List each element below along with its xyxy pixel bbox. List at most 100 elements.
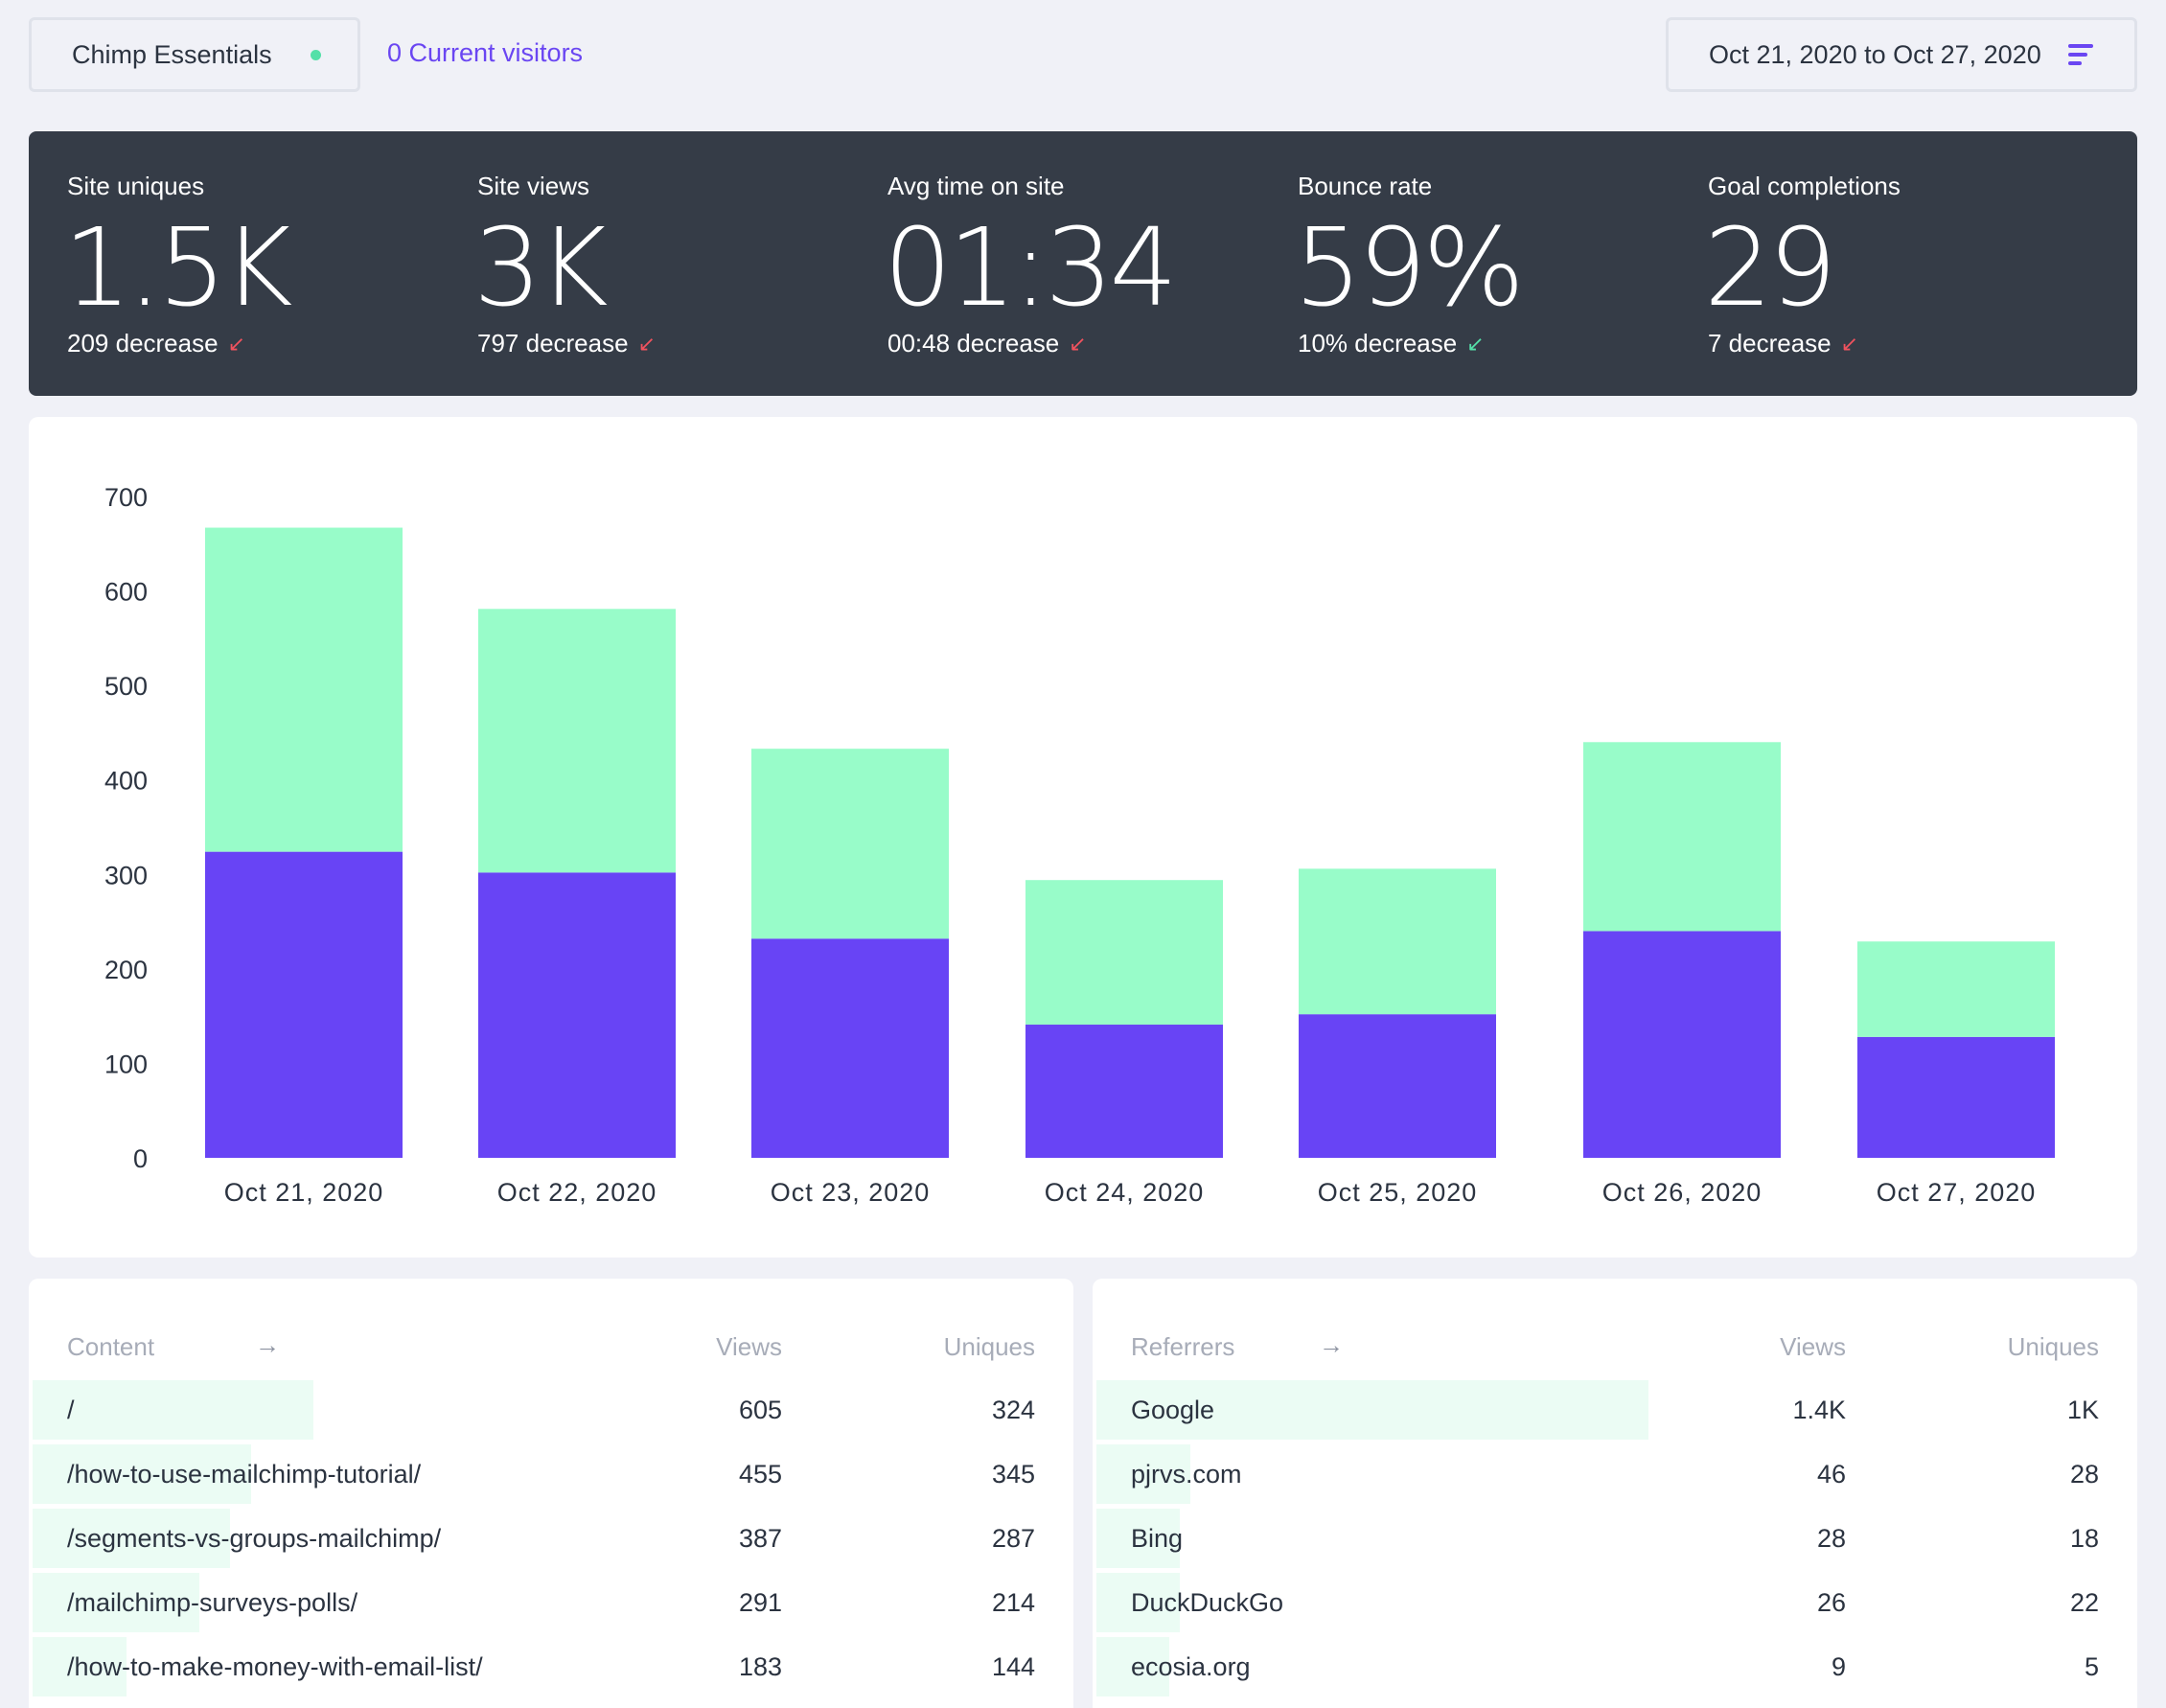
current-visitors-link[interactable]: 0 Current visitors bbox=[387, 38, 584, 67]
row-views: 46 bbox=[1816, 1460, 1846, 1489]
row-uniques: 324 bbox=[991, 1396, 1035, 1424]
bar-segment-bottom[interactable] bbox=[1857, 1036, 2055, 1158]
arrow-down-left-icon: ↙ bbox=[1069, 331, 1087, 356]
table-row[interactable]: /how-to-use-mailchimp-tutorial/455 345 bbox=[29, 1444, 1073, 1504]
site-name: Chimp Essentials bbox=[72, 39, 272, 69]
row-uniques: 144 bbox=[991, 1652, 1035, 1681]
y-tick-label: 200 bbox=[104, 956, 148, 984]
live-status-dot bbox=[310, 49, 321, 60]
row-share-bar bbox=[33, 1509, 230, 1568]
bar-segment-bottom[interactable] bbox=[751, 938, 949, 1158]
x-tick-label: Oct 26, 2020 bbox=[1602, 1178, 1763, 1207]
referrers-table: Referrers → Views Uniques Google 1.4K 1K pj… bbox=[1093, 1279, 2137, 1708]
table-row[interactable]: DuckDuckGo 26 22 bbox=[1093, 1573, 2137, 1632]
bar-segment-bottom[interactable] bbox=[1583, 931, 1781, 1158]
x-tick-label: Oct 22, 2020 bbox=[497, 1178, 657, 1207]
arrow-right-icon[interactable]: → bbox=[1319, 1330, 1344, 1359]
table-row[interactable]: /segments-vs-groups-mailchimp/387 287 bbox=[29, 1509, 1073, 1568]
bar-segment-top[interactable] bbox=[1857, 941, 2055, 1037]
stat-delta: 10% decrease ↙ bbox=[1298, 329, 1485, 358]
row-name: / bbox=[67, 1396, 75, 1424]
arrow-down-left-icon: ↙ bbox=[227, 331, 245, 356]
row-share-bar bbox=[1096, 1509, 1180, 1568]
row-name: /how-to-make-money-with-email-list/ bbox=[67, 1652, 483, 1681]
stat-delta-text: 209 decrease bbox=[67, 329, 219, 358]
bar-segment-top[interactable] bbox=[205, 527, 403, 852]
row-name: ecosia.org bbox=[1131, 1652, 1251, 1681]
bar-segment-top[interactable] bbox=[478, 609, 676, 873]
stat-label: Site uniques bbox=[67, 172, 205, 200]
row-share-bar bbox=[33, 1573, 199, 1632]
table-row[interactable]: Bing 28 18 bbox=[1093, 1509, 2137, 1568]
stat-delta-text: 00:48 decrease bbox=[887, 329, 1060, 358]
column-header-views: Views bbox=[1780, 1332, 1846, 1361]
stat-value: 1.5K bbox=[63, 206, 293, 331]
row-uniques: 287 bbox=[991, 1524, 1035, 1553]
bar-segment-bottom[interactable] bbox=[478, 872, 676, 1158]
row-views: 183 bbox=[738, 1652, 782, 1681]
stat-delta: 797 decrease ↙ bbox=[477, 329, 656, 358]
stat-value: 01:34 bbox=[884, 206, 1178, 331]
row-name: DuckDuckGo bbox=[1131, 1588, 1284, 1617]
row-uniques: 345 bbox=[991, 1460, 1035, 1489]
table-row[interactable]: ecosia.org 9 5 bbox=[1093, 1637, 2137, 1696]
row-uniques: 18 bbox=[2069, 1524, 2099, 1553]
row-views: 605 bbox=[738, 1396, 782, 1424]
row-views: 1.4K bbox=[1792, 1396, 1846, 1424]
content-table: Content → Views Uniques / 605 324/how-to-u… bbox=[29, 1279, 1073, 1708]
arrow-right-icon[interactable]: → bbox=[255, 1330, 280, 1359]
stat-label: Goal completions bbox=[1708, 172, 1901, 200]
row-views: 28 bbox=[1816, 1524, 1846, 1553]
x-tick-label: Oct 27, 2020 bbox=[1877, 1178, 2037, 1207]
row-name: /how-to-use-mailchimp-tutorial/ bbox=[67, 1460, 422, 1489]
arrow-down-left-icon: ↙ bbox=[637, 331, 656, 356]
x-tick-label: Oct 24, 2020 bbox=[1045, 1178, 1205, 1207]
date-range-button[interactable]: Oct 21, 2020 to Oct 27, 2020 bbox=[1666, 17, 2137, 92]
bar-segment-top[interactable] bbox=[1299, 868, 1496, 1015]
table-row[interactable]: / 605 324 bbox=[29, 1380, 1073, 1440]
row-name: /mailchimp-surveys-polls/ bbox=[67, 1588, 358, 1617]
stat-label: Bounce rate bbox=[1298, 172, 1433, 200]
bar-segment-top[interactable] bbox=[1583, 742, 1781, 932]
row-views: 387 bbox=[738, 1524, 782, 1553]
row-views: 9 bbox=[1831, 1652, 1846, 1681]
row-uniques: 28 bbox=[2069, 1460, 2099, 1489]
stat-value: 29 bbox=[1704, 206, 1837, 331]
stats-panel: Site uniques 1.5K 209 decrease ↙ Site vi… bbox=[29, 131, 2137, 396]
arrow-down-left-icon: ↙ bbox=[1840, 331, 1859, 356]
x-tick-label: Oct 25, 2020 bbox=[1318, 1178, 1478, 1207]
table-row[interactable]: /how-to-make-money-with-email-list/183 14… bbox=[29, 1637, 1073, 1696]
y-tick-label: 100 bbox=[104, 1050, 148, 1078]
table-row[interactable]: Google 1.4K 1K bbox=[1093, 1380, 2137, 1440]
bar-segment-bottom[interactable] bbox=[1025, 1025, 1223, 1158]
column-header-uniques: Uniques bbox=[943, 1332, 1035, 1361]
table-row[interactable]: /mailchimp-surveys-polls/291 214 bbox=[29, 1573, 1073, 1632]
row-share-bar bbox=[33, 1380, 313, 1440]
stat-delta-text: 797 decrease bbox=[477, 329, 629, 358]
table-header: Referrers → Views Uniques bbox=[1093, 1330, 2137, 1371]
row-uniques: 214 bbox=[991, 1588, 1035, 1617]
bar-segment-bottom[interactable] bbox=[1299, 1014, 1496, 1158]
menu-icon bbox=[2067, 44, 2093, 65]
row-share-bar bbox=[33, 1637, 127, 1696]
stat-delta: 00:48 decrease ↙ bbox=[887, 329, 1087, 358]
stat-value: 59% bbox=[1294, 206, 1525, 331]
stacked-bar-chart: 0 100 200 300 400 500 600 700 Oct 21, 2020 Oct 22… bbox=[104, 483, 2055, 1207]
row-uniques: 22 bbox=[2069, 1588, 2099, 1617]
site-selector-button[interactable]: Chimp Essentials bbox=[29, 17, 360, 92]
y-tick-label: 600 bbox=[104, 578, 148, 607]
table-row[interactable]: pjrvs.com 46 28 bbox=[1093, 1444, 2137, 1504]
row-share-bar bbox=[33, 1444, 251, 1504]
row-name: Google bbox=[1131, 1396, 1215, 1424]
bar-segment-top[interactable] bbox=[751, 749, 949, 939]
y-tick-label: 0 bbox=[133, 1144, 148, 1173]
column-header-referrers: Referrers bbox=[1131, 1332, 1235, 1361]
bar-segment-bottom[interactable] bbox=[205, 851, 403, 1158]
stat-delta-text: 10% decrease bbox=[1298, 329, 1458, 358]
row-views: 455 bbox=[738, 1460, 782, 1489]
row-share-bar bbox=[1096, 1637, 1169, 1696]
stat-delta: 7 decrease ↙ bbox=[1708, 329, 1858, 358]
visits-chart-card: 0 100 200 300 400 500 600 700 Oct 21, 2020 Oct 22… bbox=[29, 417, 2137, 1258]
bar-segment-top[interactable] bbox=[1025, 880, 1223, 1026]
column-header-uniques: Uniques bbox=[2007, 1332, 2099, 1361]
